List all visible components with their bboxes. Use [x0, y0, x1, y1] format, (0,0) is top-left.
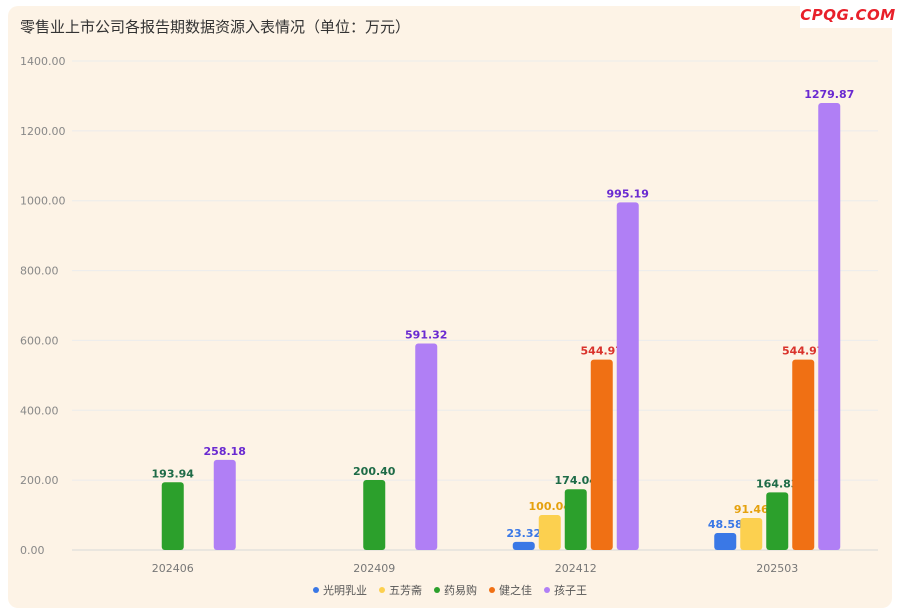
chart-card	[8, 6, 892, 608]
bar	[538, 515, 561, 550]
data-label: 100.04	[529, 500, 572, 513]
data-label: 193.94	[152, 467, 195, 480]
legend-dot-icon	[313, 587, 319, 593]
bar	[564, 489, 587, 550]
y-tick-label: 600.00	[20, 334, 59, 347]
y-tick-label: 800.00	[20, 265, 59, 278]
x-tick-label: 202406	[152, 562, 194, 575]
bar	[792, 359, 815, 550]
bar	[616, 202, 639, 550]
data-label: 23.32	[506, 527, 541, 540]
data-label: 48.58	[708, 518, 743, 531]
legend-label: 健之佳	[499, 584, 532, 597]
data-label: 1279.87	[804, 88, 854, 101]
legend-dot-icon	[379, 587, 385, 593]
legend-label: 光明乳业	[323, 584, 367, 597]
bar	[512, 541, 535, 550]
x-tick-label: 202412	[555, 562, 597, 575]
legend-dot-icon	[489, 587, 495, 593]
y-tick-label: 200.00	[20, 474, 59, 487]
y-tick-label: 400.00	[20, 404, 59, 417]
data-label: 200.40	[353, 465, 396, 478]
bar	[213, 459, 236, 550]
bar	[161, 482, 184, 550]
bar	[415, 343, 438, 550]
y-tick-label: 0.00	[20, 544, 45, 557]
bar	[818, 102, 841, 551]
legend-dot-icon	[434, 587, 440, 593]
y-tick-label: 1200.00	[20, 125, 66, 138]
legend-item[interactable]: 药易购	[434, 582, 477, 598]
chart-title: 零售业上市公司各报告期数据资源入表情况（单位：万元）	[20, 18, 411, 36]
legend-item[interactable]: 光明乳业	[313, 582, 367, 598]
bar	[363, 480, 386, 550]
data-label: 91.46	[734, 503, 769, 516]
data-label: 258.18	[204, 445, 246, 458]
x-tick-label: 202503	[756, 562, 798, 575]
legend-label: 药易购	[444, 584, 477, 597]
data-label: 544.97	[581, 345, 623, 358]
legend-label: 五芳斋	[389, 584, 422, 597]
chart-legend: 光明乳业 五芳斋 药易购 健之佳 孩子王	[0, 582, 900, 598]
legend-label: 孩子王	[554, 584, 587, 597]
bar	[740, 518, 763, 550]
legend-item[interactable]: 健之佳	[489, 582, 532, 598]
legend-item[interactable]: 五芳斋	[379, 582, 422, 598]
y-tick-label: 1000.00	[20, 195, 66, 208]
bar	[590, 359, 613, 550]
data-label: 164.83	[756, 477, 798, 490]
bar	[714, 533, 737, 550]
data-label: 544.97	[782, 345, 824, 358]
data-label: 174.04	[555, 474, 598, 487]
y-tick-label: 1400.00	[20, 55, 66, 68]
bar	[766, 492, 789, 550]
data-label: 591.32	[405, 328, 447, 341]
brand-watermark: CPQG.COM	[800, 2, 896, 28]
legend-item[interactable]: 孩子王	[544, 582, 587, 598]
legend-dot-icon	[544, 587, 550, 593]
x-tick-label: 202409	[353, 562, 395, 575]
data-label: 995.19	[607, 187, 649, 200]
